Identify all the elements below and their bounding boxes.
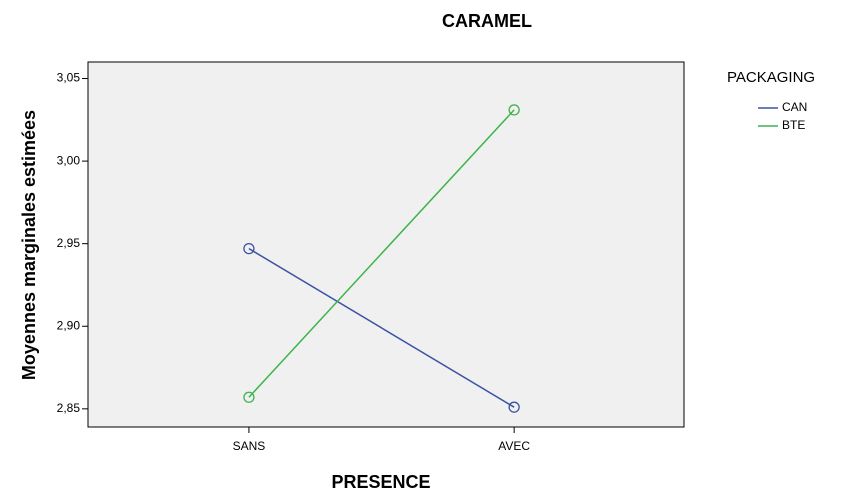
chart-title: CARAMEL: [442, 11, 532, 31]
y-tick-label: 3,05: [57, 71, 81, 85]
point: [243, 391, 255, 403]
y-tick-label: 3,00: [57, 153, 81, 167]
series-line: [248, 109, 515, 398]
x-tick-label: SANS: [233, 439, 266, 453]
point: [243, 242, 255, 255]
point: [508, 104, 520, 116]
legend-title: PACKAGING: [727, 69, 815, 86]
plot-area: [87, 61, 685, 428]
y-axis-label: Moyennes marginales estimées: [19, 110, 39, 380]
y-tick-label: 2,85: [57, 401, 81, 415]
x-axis-label: PRESENCE: [331, 472, 430, 492]
x-tick-label: AVEC: [498, 439, 530, 453]
legend-label: BTE: [782, 118, 805, 132]
y-tick-label: 2,90: [57, 318, 81, 332]
legend-label: CAN: [782, 100, 807, 114]
series-line: [248, 247, 515, 408]
point: [508, 401, 520, 413]
y-tick-label: 2,95: [57, 236, 81, 250]
